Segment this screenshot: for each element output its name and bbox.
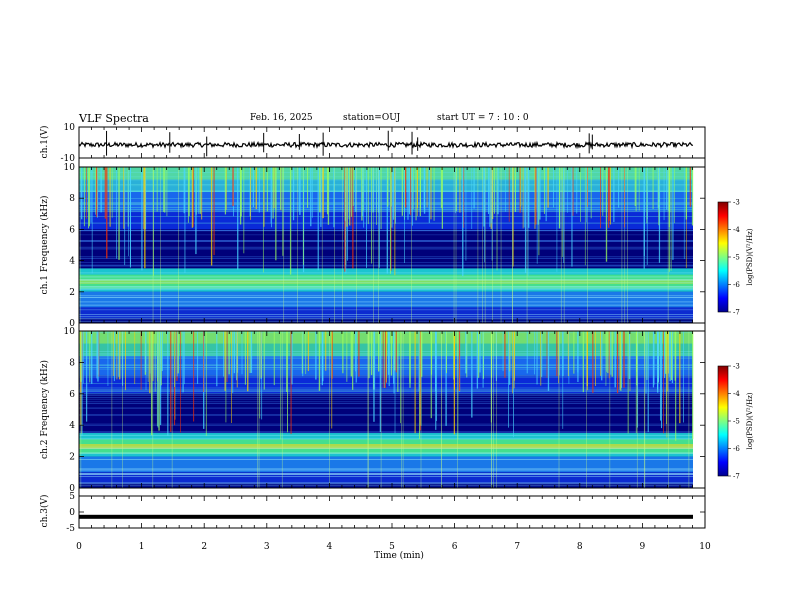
y-tick-label: 2 — [69, 288, 75, 298]
colorbar-tick-label: -6 — [733, 445, 740, 453]
y-tick-label: 6 — [69, 225, 75, 235]
spectrogram-1 — [79, 167, 694, 323]
figure-title: VLF Spectra — [79, 112, 149, 125]
colorbar-tick-label: -3 — [733, 199, 740, 207]
y-axis-label-3: ch.2 Frequency (kHz) — [39, 360, 50, 459]
station-label: station=OUJ — [343, 113, 401, 123]
ch3-waveform-line — [79, 514, 693, 519]
y-tick-label: 5 — [69, 492, 75, 502]
psd-band — [79, 456, 693, 473]
y-tick-label: 4 — [69, 421, 75, 431]
x-tick-label: 9 — [640, 542, 646, 552]
psd-band — [79, 307, 693, 319]
y-tick-label: 10 — [64, 163, 76, 173]
x-tick-label: 4 — [327, 542, 333, 552]
colorbar-1 — [717, 201, 729, 313]
y-tick-label: 2 — [69, 453, 75, 463]
y-tick-label: 6 — [69, 390, 75, 400]
y-tick-label: 10 — [64, 123, 76, 133]
x-tick-label: 5 — [389, 542, 395, 552]
x-tick-label: 6 — [452, 542, 458, 552]
x-axis-label: Time (min) — [374, 550, 424, 561]
y-axis-label-2: ch.1 Frequency (kHz) — [39, 196, 50, 295]
start-time-label: start UT = 7 : 10 : 0 — [437, 113, 529, 123]
date-label: Feb. 16, 2025 — [250, 113, 313, 123]
colorbar-tick-label: -7 — [733, 309, 740, 317]
colorbar-tick-label: -5 — [733, 418, 740, 426]
y-tick-label: 8 — [69, 358, 75, 368]
x-tick-label: 10 — [699, 542, 711, 552]
psd-band — [79, 472, 693, 484]
psd-band — [79, 279, 693, 284]
colorbar-label: log(PSD)(V²/Hz) — [746, 228, 754, 285]
colorbar-tick-label: -4 — [733, 226, 740, 234]
y-tick-label: 0 — [69, 319, 75, 329]
x-tick-label: 0 — [76, 542, 82, 552]
x-tick-label: 8 — [577, 542, 583, 552]
ch1-waveform-line — [78, 140, 694, 150]
spectrogram-2 — [79, 331, 694, 488]
y-tick-label: 0 — [69, 484, 75, 494]
colorbar-tick-label: -3 — [733, 363, 740, 371]
y-tick-label: -5 — [66, 524, 75, 534]
x-tick-label: 7 — [514, 542, 520, 552]
x-tick-label: 1 — [139, 542, 145, 552]
y-tick-label: -10 — [61, 154, 76, 164]
colorbar-tick-label: -6 — [733, 281, 740, 289]
colorbar-label: log(PSD)(V²/Hz) — [746, 392, 754, 449]
colorbar-tick-label: -4 — [733, 390, 740, 398]
colorbar-2 — [717, 365, 729, 477]
x-tick-label: 3 — [264, 542, 270, 552]
y-axis-label-1: ch.1(V) — [39, 126, 50, 159]
colorbar-tick-label: -5 — [733, 254, 740, 262]
y-tick-label: 10 — [64, 327, 76, 337]
x-tick-label: 2 — [201, 542, 207, 552]
y-tick-label: 8 — [69, 194, 75, 204]
y-axis-label-4: ch.3(V) — [39, 495, 50, 528]
psd-band — [79, 393, 693, 434]
colorbar-tick-label: -7 — [733, 473, 740, 481]
psd-band — [79, 444, 693, 449]
y-tick-label: 4 — [69, 257, 75, 267]
y-tick-label: 0 — [69, 508, 75, 518]
